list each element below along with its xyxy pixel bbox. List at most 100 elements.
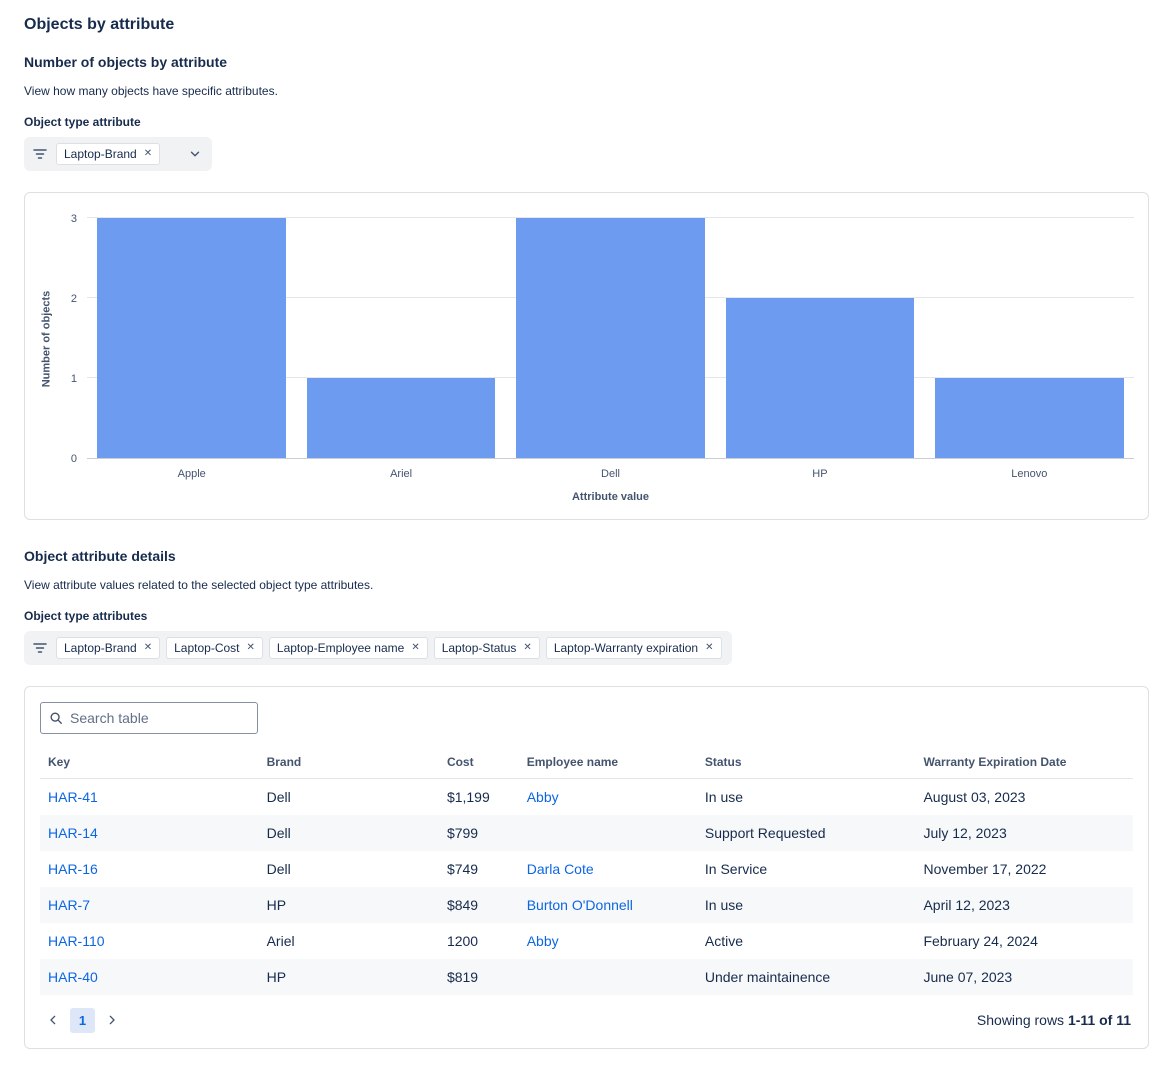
object-type-attributes-label: Object type attributes [24,609,148,623]
remove-tag-icon[interactable]: ✕ [143,148,153,159]
warranty-cell: February 24, 2024 [923,932,1038,949]
filter-tag-laptop-cost[interactable]: Laptop-Cost ✕ [166,637,263,659]
key-link-cell: HAR-14 [40,815,259,851]
employee-link[interactable]: Darla Cote [526,860,594,877]
cost-cell: $749 [446,860,479,877]
bar-apple[interactable] [97,218,286,458]
chart-filter-tags: Laptop-Brand ✕ [56,143,161,165]
key-link-cell: HAR-16 [40,851,259,887]
table-row: HAR-7 HP $849 Burton O'Donnell In use April 1… [40,886,1133,923]
remove-tag-icon[interactable]: ✕ [143,642,153,653]
pagination: 1 Showing rows 1-11 of 11 [40,1007,1133,1033]
filter-icon [32,640,48,656]
filter-tag-laptop-employee-name[interactable]: Laptop-Employee name ✕ [268,637,428,659]
key-link[interactable]: HAR-110 [48,932,105,949]
filter-tag-label: Laptop-Status [441,641,517,655]
page-1-button[interactable]: 1 [70,1007,95,1033]
y-tick-3: 3 [70,213,77,225]
employee-link-cell: Abby [519,779,697,815]
status-cell: Active [704,932,743,949]
showing-rows-label: Showing rows [976,1012,1065,1028]
remove-tag-icon[interactable]: ✕ [705,642,714,653]
bar-dell[interactable] [516,218,705,458]
filter-tag-label: Laptop-Brand [64,641,137,655]
status-cell: Support Requested [704,824,826,841]
remove-tag-icon[interactable]: ✕ [246,642,255,653]
filter-tag-laptop-brand[interactable]: Laptop-Brand ✕ [56,637,161,659]
x-axis-label: Attribute value [571,491,649,503]
key-link[interactable]: HAR-41 [48,788,98,805]
table-body: HAR-41 Dell $1,199 Abby In use August 03, 202… [40,779,1133,995]
prev-page-button[interactable] [42,1009,64,1031]
employee-link[interactable]: Abby [526,932,559,949]
showing-rows-range: 1-11 of 11 [1067,1012,1131,1028]
employee-link[interactable]: Abby [526,788,559,805]
cost-cell: 1200 [446,932,479,949]
key-link-cell: HAR-40 [40,959,259,995]
key-link[interactable]: HAR-16 [48,860,98,877]
brand-cell: HP [266,968,287,985]
remove-tag-icon[interactable]: ✕ [411,642,420,653]
bar-ariel[interactable] [306,378,496,458]
brand-cell: Ariel [266,932,295,949]
details-filter-tags: Laptop-Brand ✕ Laptop-Cost ✕ Laptop-Employee… [56,637,722,659]
table-row: HAR-41 Dell $1,199 Abby In use August 03, 202… [40,779,1133,815]
status-cell: In use [704,788,744,805]
table-search [40,702,258,734]
key-link-cell: HAR-7 [40,887,259,923]
y-axis-label: Number of objects [40,290,53,388]
bar-hp[interactable] [725,298,915,458]
filter-tag-laptop-warranty-expiration[interactable]: Laptop-Warranty expiration ✕ [545,637,722,659]
y-tick-2: 2 [70,293,77,305]
warranty-cell: June 07, 2023 [923,968,1013,985]
table-row: HAR-110 Ariel 1200 Abby Active February 24, 2… [40,923,1133,959]
details-section-description: View attribute values related to the sel… [24,578,374,592]
warranty-cell: August 03, 2023 [923,788,1026,805]
details-section: Object attribute details View attribute … [24,548,1149,1049]
brand-cell: Dell [266,824,291,841]
column-header-brand[interactable]: Brand [258,746,439,779]
column-header-warranty-expiration-date[interactable]: Warranty Expiration Date [915,746,1133,779]
filter-tag-laptop-brand[interactable]: Laptop-Brand ✕ [56,143,161,165]
object-type-attribute-filter[interactable]: Laptop-Brand ✕ [24,137,213,171]
search-input[interactable] [70,710,249,726]
y-tick-1: 1 [70,373,77,385]
employee-link-cell: Burton O'Donnell [519,887,697,923]
object-attribute-table: Key Brand Cost Employee name Status Warranty … [40,746,1133,995]
bar-lenovo[interactable] [935,378,1124,458]
filter-tag-label: Laptop-Brand [64,147,137,161]
cost-cell: $819 [446,968,479,985]
column-header-key[interactable]: Key [40,746,259,779]
x-axis-tick-labels: Apple Ariel Dell HP Lenovo [87,468,1134,480]
filter-tag-laptop-status[interactable]: Laptop-Status ✕ [433,637,540,659]
chart-section: Number of objects by attribute View how … [24,54,1149,520]
key-link[interactable]: HAR-40 [48,968,98,985]
x-tick-dell: Dell [601,468,620,480]
employee-cell [519,815,697,851]
gridline [87,217,1134,218]
x-tick-apple: Apple [177,468,206,480]
bar-slot-hp [715,219,924,458]
cost-cell: $1,199 [446,788,490,805]
status-cell: In use [704,896,744,913]
column-header-cost[interactable]: Cost [438,746,519,779]
warranty-cell: April 12, 2023 [923,896,1010,913]
key-link[interactable]: HAR-14 [48,824,98,841]
bar-chart: Number of objects 0 1 2 3 [35,213,1134,465]
employee-link[interactable]: Burton O'Donnell [526,896,633,913]
cost-cell: $849 [446,896,479,913]
table-row: HAR-40 HP $819 Under maintainence June 07, 2… [40,958,1133,995]
next-page-button[interactable] [101,1009,123,1031]
x-tick-hp: HP [812,468,828,480]
column-header-employee-name[interactable]: Employee name [518,746,697,779]
remove-tag-icon[interactable]: ✕ [523,642,532,653]
object-type-attributes-filter[interactable]: Laptop-Brand ✕ Laptop-Cost ✕ Laptop-Employee… [24,631,732,665]
chevron-down-icon[interactable] [188,147,202,161]
status-cell: In Service [704,860,768,877]
key-link[interactable]: HAR-7 [48,896,91,913]
column-header-status[interactable]: Status [696,746,916,779]
employee-link-cell: Abby [519,923,697,959]
y-tick-0: 0 [70,453,77,465]
bar-slot-lenovo [925,219,1134,458]
page-title: Objects by attribute [24,16,175,33]
